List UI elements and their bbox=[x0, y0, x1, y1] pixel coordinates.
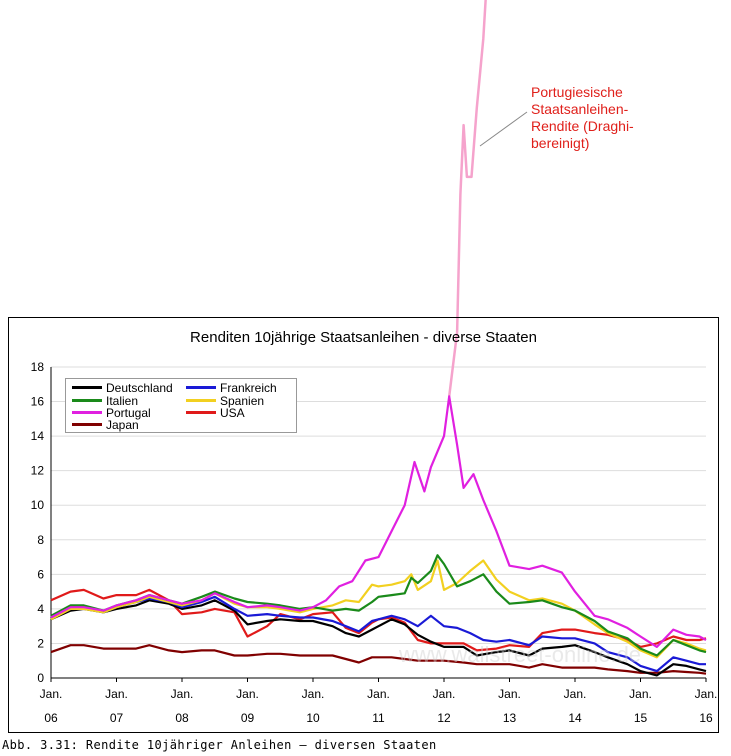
x-tick-label: Jan. bbox=[171, 687, 194, 701]
legend-swatch-deutschland bbox=[72, 386, 102, 390]
x-tick-label: Jan. bbox=[433, 687, 456, 701]
legend-swatch-italien bbox=[72, 399, 102, 403]
x-tick-label: Jan. bbox=[40, 687, 63, 701]
figure-caption: Abb. 3.31: Rendite 10jähriger Anleihen –… bbox=[2, 738, 437, 752]
x-tick-label-year: 11 bbox=[372, 711, 385, 725]
axes: 0 2 4 6 8 10 12 14 16 18 Jan. 06 Jan. 07 Jan. 08 Jan. 09 J… bbox=[31, 360, 718, 725]
x-tick-label-year: 16 bbox=[699, 711, 713, 725]
legend-label-japan: Japan bbox=[106, 418, 139, 432]
x-tick-label: Jan. bbox=[236, 687, 259, 701]
x-tick-label-year: 15 bbox=[634, 711, 648, 725]
legend-item-frankreich: Frankreich bbox=[186, 382, 277, 395]
annotation-pointer bbox=[479, 111, 528, 147]
legend-label-frankreich: Frankreich bbox=[220, 381, 277, 395]
x-tick-label: Jan. bbox=[695, 687, 718, 701]
x-tick-label: Jan. bbox=[367, 687, 390, 701]
legend-swatch-portugal bbox=[72, 411, 102, 415]
x-tick-label-year: 12 bbox=[437, 711, 451, 725]
x-tick-label-year: 13 bbox=[503, 711, 517, 725]
legend-swatch-japan bbox=[72, 423, 102, 427]
y-tick-label: 14 bbox=[31, 429, 45, 443]
legend-label-deutschland: Deutschland bbox=[106, 381, 173, 395]
legend-label-italien: Italien bbox=[106, 394, 139, 408]
plot-area bbox=[51, 366, 706, 679]
legend-label-portugal: Portugal bbox=[106, 406, 151, 420]
legend-item-italien: Italien bbox=[72, 395, 138, 408]
x-tick-label-year: 14 bbox=[568, 711, 582, 725]
y-tick-label: 16 bbox=[31, 395, 45, 409]
annotation-leader-line bbox=[479, 111, 528, 147]
series-line-deutschland bbox=[50, 599, 707, 677]
y-tick-label: 0 bbox=[37, 671, 44, 685]
series-line-japan bbox=[50, 644, 707, 675]
series-line-portugal bbox=[50, 395, 707, 649]
legend-label-usa: USA bbox=[220, 406, 245, 420]
watermark: www.wallstreet-online.de bbox=[398, 642, 641, 667]
legend-item-spanien: Spanien bbox=[186, 395, 264, 408]
legend: Deutschland Frankreich Italien Spanien P… bbox=[65, 378, 297, 433]
y-tick-label: 10 bbox=[31, 498, 45, 512]
series-line-extrapolation bbox=[447, 0, 487, 397]
y-tick-label: 18 bbox=[31, 360, 45, 374]
legend-item-usa: USA bbox=[186, 407, 245, 420]
y-tick-label: 2 bbox=[37, 636, 44, 650]
x-tick-label-year: 10 bbox=[306, 711, 320, 725]
legend-swatch-usa bbox=[186, 411, 216, 415]
series-line-italien bbox=[50, 554, 707, 657]
y-tick-label: 8 bbox=[37, 533, 44, 547]
y-tick-label: 12 bbox=[31, 464, 45, 478]
legend-swatch-spanien bbox=[186, 399, 216, 403]
chart-title: Renditen 10jährige Staatsanleihen - dive… bbox=[190, 329, 537, 346]
x-tick-label: Jan. bbox=[629, 687, 652, 701]
x-tick-label-year: 09 bbox=[241, 711, 255, 725]
y-tick-label: 6 bbox=[37, 567, 44, 581]
series-group bbox=[50, 0, 707, 677]
y-tick-label: 4 bbox=[37, 602, 44, 616]
x-tick-label-year: 07 bbox=[110, 711, 124, 725]
x-tick-label-year: 08 bbox=[175, 711, 189, 725]
legend-item-deutschland: Deutschland bbox=[72, 382, 173, 395]
x-tick-label: Jan. bbox=[302, 687, 325, 701]
x-tick-label-year: 06 bbox=[44, 711, 58, 725]
series-line-spanien bbox=[50, 559, 707, 659]
legend-item-portugal: Portugal bbox=[72, 407, 151, 420]
x-tick-label: Jan. bbox=[498, 687, 521, 701]
legend-label-spanien: Spanien bbox=[220, 394, 265, 408]
legend-item-japan: Japan bbox=[72, 419, 139, 432]
x-tick-label: Jan. bbox=[564, 687, 587, 701]
annotation-text: Portugiesische Staatsanleihen-Rendite (D… bbox=[531, 84, 634, 151]
x-tick-label: Jan. bbox=[105, 687, 128, 701]
legend-swatch-frankreich bbox=[186, 386, 216, 390]
